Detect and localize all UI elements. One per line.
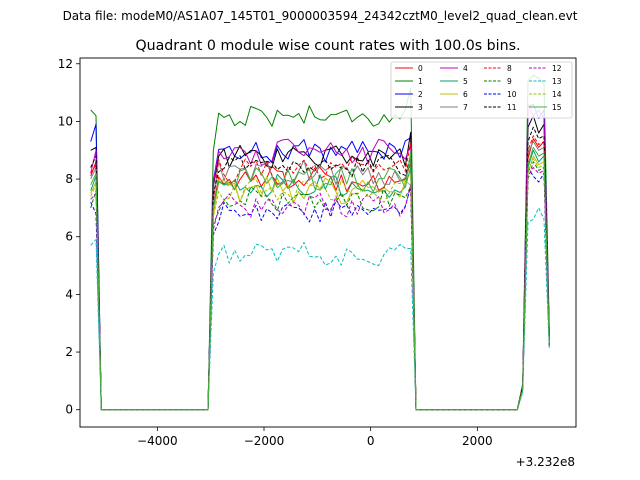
series-line-15 [90, 146, 550, 411]
legend-label-2: 2 [418, 90, 423, 99]
legend-label-6: 6 [463, 90, 468, 99]
y-tick-label: 4 [65, 287, 73, 301]
axes-background [80, 58, 576, 427]
chart-title: Quadrant 0 module wise count rates with … [135, 38, 520, 54]
legend-label-1: 1 [418, 77, 423, 86]
legend-label-11: 11 [507, 103, 517, 112]
legend-label-5: 5 [463, 77, 468, 86]
legend-label-12: 12 [552, 64, 562, 73]
x-tick-label: −4000 [137, 434, 178, 448]
legend-label-8: 8 [507, 64, 512, 73]
axes-frame [79, 57, 577, 428]
y-tick-label: 2 [65, 345, 73, 359]
y-tick-label: 10 [58, 114, 73, 128]
legend-label-3: 3 [418, 103, 423, 112]
x-axis: −4000 −2000 0 2000 [137, 427, 493, 448]
legend-box [390, 61, 573, 119]
suptitle: Data file: modeM0/AS1A07_145T01_90000035… [63, 9, 578, 23]
series-layer [90, 74, 550, 411]
y-tick-label: 8 [65, 172, 73, 186]
legend-label-4: 4 [463, 64, 468, 73]
x-tick-label: −2000 [244, 434, 285, 448]
x-tick-label: 2000 [462, 434, 493, 448]
legend-label-9: 9 [507, 77, 512, 86]
series-line-12 [90, 167, 550, 411]
legend-label-10: 10 [507, 90, 517, 99]
legend-label-7: 7 [463, 103, 468, 112]
y-axis: 0 2 4 6 8 10 12 [58, 57, 80, 417]
y-tick-label: 0 [65, 403, 73, 417]
legend-label-13: 13 [552, 77, 562, 86]
legend-label-14: 14 [552, 90, 562, 99]
y-tick-label: 6 [65, 230, 73, 244]
x-tick-label: 0 [367, 434, 375, 448]
series-line-10 [90, 167, 550, 411]
x-offset-label: +3.232e8 [516, 455, 575, 469]
legend-label-0: 0 [418, 64, 423, 73]
legend-label-15: 15 [552, 103, 562, 112]
y-tick-label: 12 [58, 57, 73, 71]
